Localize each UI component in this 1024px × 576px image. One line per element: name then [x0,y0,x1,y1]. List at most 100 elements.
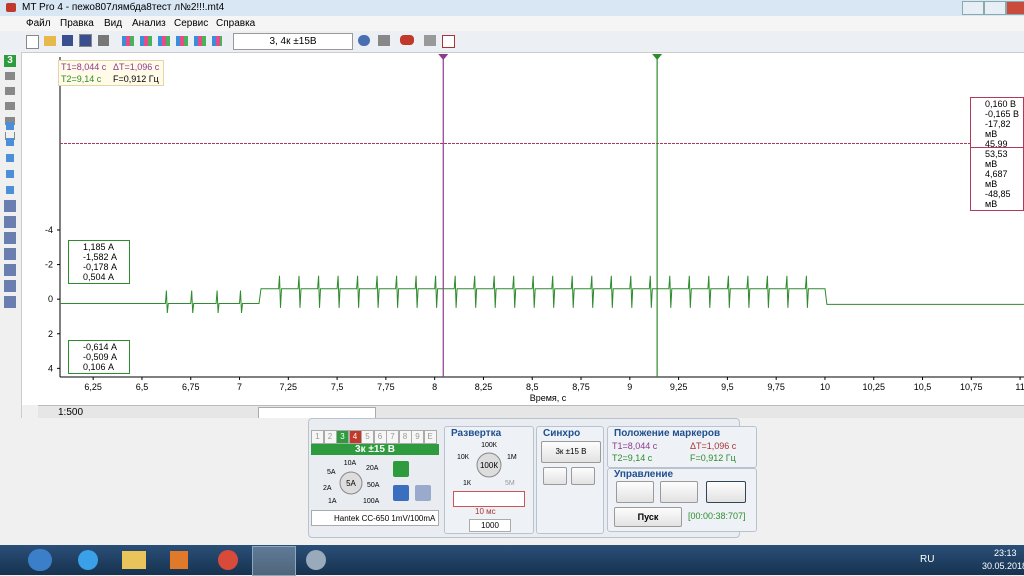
view-icons[interactable] [122,36,222,46]
taskbar-app[interactable] [122,551,146,569]
stat: 4,687 мВ [985,169,1008,189]
x-tick-label: 7,25 [280,382,298,392]
save-as-icon[interactable] [79,34,92,47]
power-button[interactable] [393,461,409,477]
language[interactable]: RU [920,554,935,565]
start-orb[interactable] [28,549,52,571]
marker-f: F=0,912 Гц [113,74,159,84]
y-tick-label: -4 [45,225,53,235]
mode-button[interactable] [660,481,698,503]
x-tick-label: 6,25 [84,382,102,392]
channel-tab[interactable]: 9 [411,430,424,444]
menu-item[interactable]: Анализ [132,18,166,29]
channel-tab[interactable]: 2 [323,430,337,444]
left-toolbar: 3 [0,52,22,542]
probe-icon[interactable] [424,35,436,46]
close-button[interactable] [1006,1,1024,15]
x-tick-label: 10,25 [862,382,885,392]
menu-item[interactable]: Файл [26,18,51,29]
marker-t2: T2=9,14 с [612,453,653,463]
toolbar: 3, 4к ±15В [0,31,1024,53]
mode-button[interactable] [706,481,746,503]
sweep-group: Развертка 100К 100К 10К 1М 1К 5М 10 мс 1… [444,426,534,534]
knob [339,471,363,495]
x-tick-label: 8 [432,382,437,392]
menu-item[interactable]: Справка [216,18,256,29]
stat: 53,53 мВ [985,149,1008,169]
menu-item[interactable]: Правка [60,18,94,29]
channel-tab[interactable]: 7 [386,430,399,444]
stat: -0,509 А [83,352,118,362]
probe-combo[interactable]: Hantek CC-650 1mV/100mA [311,510,439,526]
y-tick-label: 0 [48,294,53,304]
stats-box: -0,614 А -0,509 А 0,106 А [68,340,130,374]
marker-info-box: T1=8,044 с ΔT=1,096 с T2=9,14 с F=0,912 … [58,60,164,86]
stat: 0,106 А [83,362,115,372]
scale-icons[interactable] [6,122,14,252]
calc-button[interactable] [415,485,431,501]
y-tick-label: -2 [45,260,53,270]
x-tick-label: 9 [627,382,632,392]
taskbar-app[interactable] [170,551,188,569]
open-icon[interactable] [44,36,56,46]
cursor-handle [652,54,663,60]
channel-badge[interactable]: 3 [4,55,16,67]
sync-range-button[interactable]: 3к ±15 В [541,441,601,463]
print-icon[interactable] [98,35,109,46]
undo-icon[interactable] [358,35,370,46]
channel-tab[interactable]: 8 [398,430,412,444]
knob-label: 2А [323,485,332,492]
minimize-button[interactable] [962,1,984,15]
sync-fall-button[interactable] [571,467,595,485]
taskbar-app-active[interactable] [252,546,296,576]
channel-tab[interactable]: 1 [311,430,324,444]
x-tick-label: 9,5 [721,382,734,392]
channel-tab[interactable]: 5 [361,430,374,444]
count-spinner[interactable]: 1000 [469,519,511,532]
x-tick-label: 11 [1015,382,1024,392]
taskbar: RU 23:13 30.05.2018 [0,545,1024,576]
sweep-knob[interactable]: 100К 100К 10К 1М 1К 5М [445,439,533,489]
tool-icon[interactable] [378,35,390,46]
x-tick-label: 6,75 [182,382,200,392]
save-icon[interactable] [62,35,73,46]
sync-rise-button[interactable] [543,467,567,485]
invert-button[interactable] [393,485,409,501]
zoom-icons[interactable] [5,72,15,142]
marker-t1: T1=8,044 с [612,441,658,451]
zoom-level: 1:500 [58,407,84,418]
knob-label: 100К [481,442,498,449]
menu-item[interactable]: Вид [104,18,123,29]
sync-range: 3к ±15 В [555,447,587,456]
taskbar-app[interactable] [78,550,98,570]
range-combo[interactable]: 3, 4к ±15В [233,33,353,50]
menu-item[interactable]: Сервис [174,18,209,29]
stat: 0,504 А [83,272,115,282]
channel-tab[interactable]: 4 [348,430,362,444]
channel-tab[interactable]: Е [423,430,437,444]
x-tick-label: 10,5 [914,382,932,392]
tool-icons[interactable] [4,200,16,308]
plot-background [22,53,1024,405]
grid-icon[interactable] [442,35,455,48]
mode-button[interactable] [616,481,654,503]
timer: [00:00:38:707] [688,511,746,521]
start-button[interactable]: Пуск [614,507,682,527]
new-icon[interactable] [26,35,39,49]
taskbar-app[interactable] [218,550,238,570]
restore-button[interactable] [984,1,1006,15]
sweep-time: 10 мс [475,507,496,516]
channel-tab[interactable]: 6 [373,430,387,444]
marker-t2: T2=9,14 с [61,74,102,84]
channel-tab[interactable]: 3 [336,430,349,444]
current-knob[interactable]: 5А 10А 20А 5А 50А 2А 1А 100А [311,456,439,508]
sweep-wave [453,491,525,507]
group-title: Управление [614,469,674,480]
taskbar-app[interactable] [306,550,326,570]
eraser-icon[interactable] [400,35,414,45]
group-title: Положение маркеров [614,428,721,439]
count-text: 1000 [481,521,499,530]
